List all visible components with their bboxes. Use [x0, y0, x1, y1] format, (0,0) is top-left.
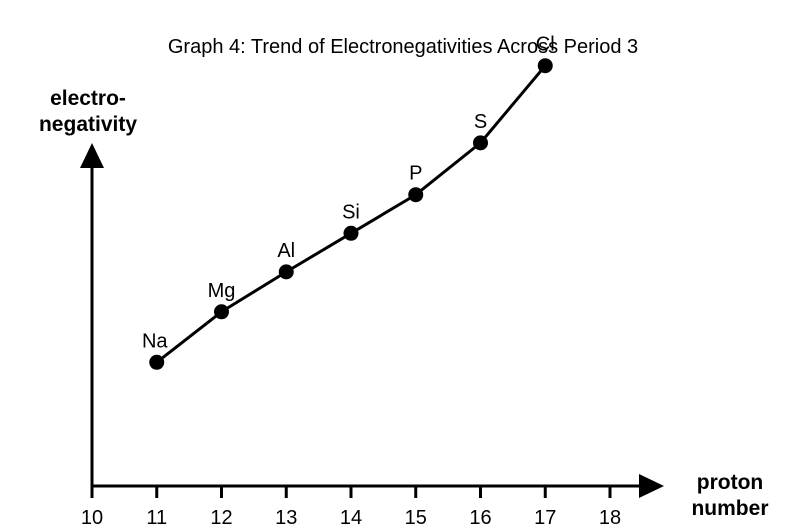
x-tick-label-16: 16 [469, 507, 491, 529]
x-axis-ticks: 10 11 12 13 14 15 16 17 18 [81, 486, 621, 529]
x-axis-label-line-2: number [691, 497, 769, 520]
x-tick-label-17: 17 [534, 507, 556, 529]
data-label-p: P [409, 163, 422, 185]
x-axis [92, 474, 664, 498]
data-point-p [408, 187, 424, 203]
y-axis [80, 143, 104, 486]
data-point-na [149, 354, 165, 370]
x-axis-label: proton number [665, 470, 795, 522]
y-axis-arrowhead [80, 143, 104, 168]
data-point-al [278, 264, 294, 280]
data-series: Na Mg Al Si P S Cl [142, 34, 555, 370]
data-label-al: Al [277, 240, 295, 262]
x-tick-label-18: 18 [599, 507, 621, 529]
x-tick-label-11: 11 [146, 507, 167, 529]
y-axis-label-line-1: electro- [50, 87, 126, 110]
data-label-na: Na [142, 330, 168, 352]
x-tick-label-15: 15 [405, 507, 427, 529]
x-axis-arrowhead [639, 474, 664, 498]
data-point-s [473, 135, 488, 151]
y-axis-label-line-2: negativity [38, 113, 138, 136]
x-axis-label-line-1: proton [696, 471, 764, 494]
x-tick-label-10: 10 [81, 507, 103, 529]
x-tick-label-12: 12 [210, 507, 232, 529]
data-label-si: Si [342, 201, 360, 223]
data-label-mg: Mg [208, 280, 236, 302]
data-label-cl: Cl [536, 34, 555, 56]
data-point-mg [214, 304, 229, 320]
data-point-cl [537, 58, 553, 74]
data-point-si [343, 225, 359, 241]
chart-title: Graph 4: Trend of Electronegativities Ac… [167, 36, 639, 58]
x-tick-label-13: 13 [275, 507, 297, 529]
x-tick-label-14: 14 [340, 507, 362, 529]
data-label-s: S [474, 111, 487, 133]
y-axis-label: electro- negativity [8, 86, 168, 138]
